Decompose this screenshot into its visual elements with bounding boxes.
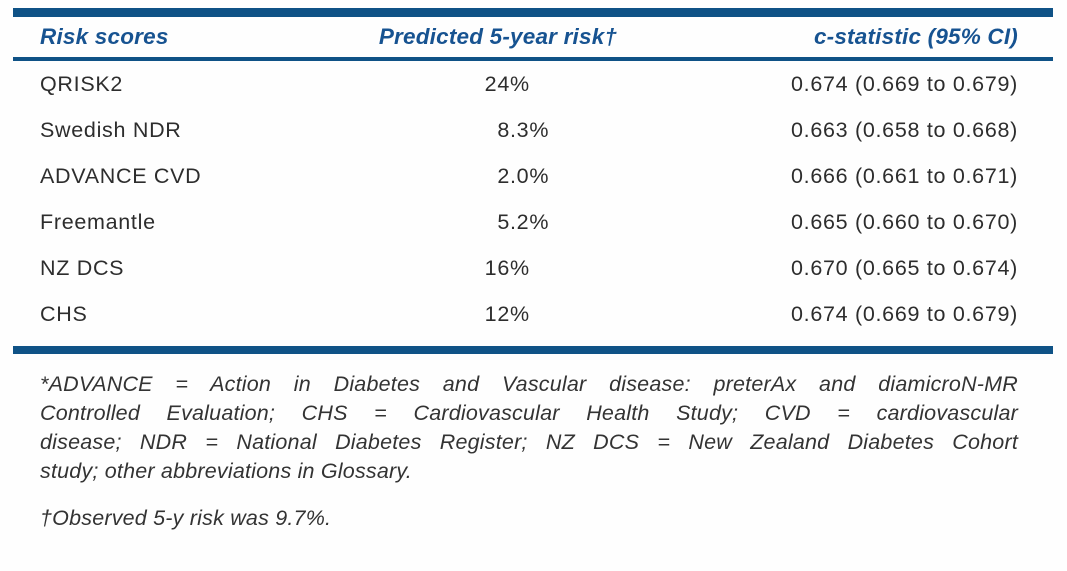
row-score-name: CHS (40, 301, 88, 326)
column-header-c-statistic: c-statistic (95% CI) (813, 24, 1018, 49)
row-c-statistic: 0.670 (0.665 to 0.674) (791, 255, 1018, 280)
footnote-line: disease; NDR = National Diabetes Registe… (40, 430, 1018, 454)
top-border (13, 8, 1053, 17)
table-row: CHS 12% 0.674 (0.669 to 0.679) (13, 291, 1053, 337)
table-row: Swedish NDR 8.3% 0.663 (0.658 to 0.668) (13, 107, 1053, 153)
row-c-statistic: 0.674 (0.669 to 0.679) (791, 301, 1018, 326)
row-score-name: QRISK2 (40, 71, 124, 96)
row-predicted-risk: 5.2% (497, 209, 550, 234)
row-c-statistic: 0.666 (0.661 to 0.671) (791, 163, 1018, 188)
risk-score-table: Risk scores Predicted 5-year risk† c-sta… (13, 8, 1053, 533)
column-header-risk-scores: Risk scores (40, 24, 169, 49)
row-predicted-risk: 16% (484, 255, 530, 280)
row-c-statistic: 0.674 (0.669 to 0.679) (791, 71, 1018, 96)
footnote-observed-risk: †Observed 5-y risk was 9.7%. (40, 506, 332, 530)
table-header-row: Risk scores Predicted 5-year risk† c-sta… (13, 17, 1053, 57)
row-c-statistic: 0.665 (0.660 to 0.670) (791, 209, 1018, 234)
row-predicted-risk: 2.0% (497, 163, 550, 188)
row-score-name: ADVANCE CVD (40, 163, 202, 188)
table-row: Freemantle 5.2% 0.665 (0.660 to 0.670) (13, 199, 1053, 245)
footnote-separator (13, 346, 1053, 354)
table-row: ADVANCE CVD 2.0% 0.666 (0.661 to 0.671) (13, 153, 1053, 199)
footnote-line: Controlled Evaluation; CHS = Cardiovascu… (40, 401, 1018, 425)
header-rule (13, 57, 1053, 61)
row-predicted-risk: 12% (484, 301, 530, 326)
footnotes: *ADVANCE = Action in Diabetes and Vascul… (13, 370, 1018, 533)
table-body: QRISK2 24% 0.674 (0.669 to 0.679) Swedis… (13, 61, 1053, 337)
row-predicted-risk: 8.3% (497, 117, 550, 142)
row-score-name: Swedish NDR (40, 117, 182, 142)
footnote-abbreviations: *ADVANCE = Action in Diabetes and Vascul… (40, 370, 1018, 486)
row-predicted-risk: 24% (484, 71, 530, 96)
row-c-statistic: 0.663 (0.658 to 0.668) (791, 117, 1018, 142)
row-score-name: Freemantle (40, 209, 156, 234)
table-row: NZ DCS 16% 0.670 (0.665 to 0.674) (13, 245, 1053, 291)
footnote-line: study; other abbreviations in Glossary. (40, 459, 412, 483)
row-score-name: NZ DCS (40, 255, 125, 280)
footnote-line: *ADVANCE = Action in Diabetes and Vascul… (40, 372, 1018, 396)
table-row: QRISK2 24% 0.674 (0.669 to 0.679) (13, 61, 1053, 107)
column-header-predicted-risk: Predicted 5-year risk† (378, 24, 618, 49)
